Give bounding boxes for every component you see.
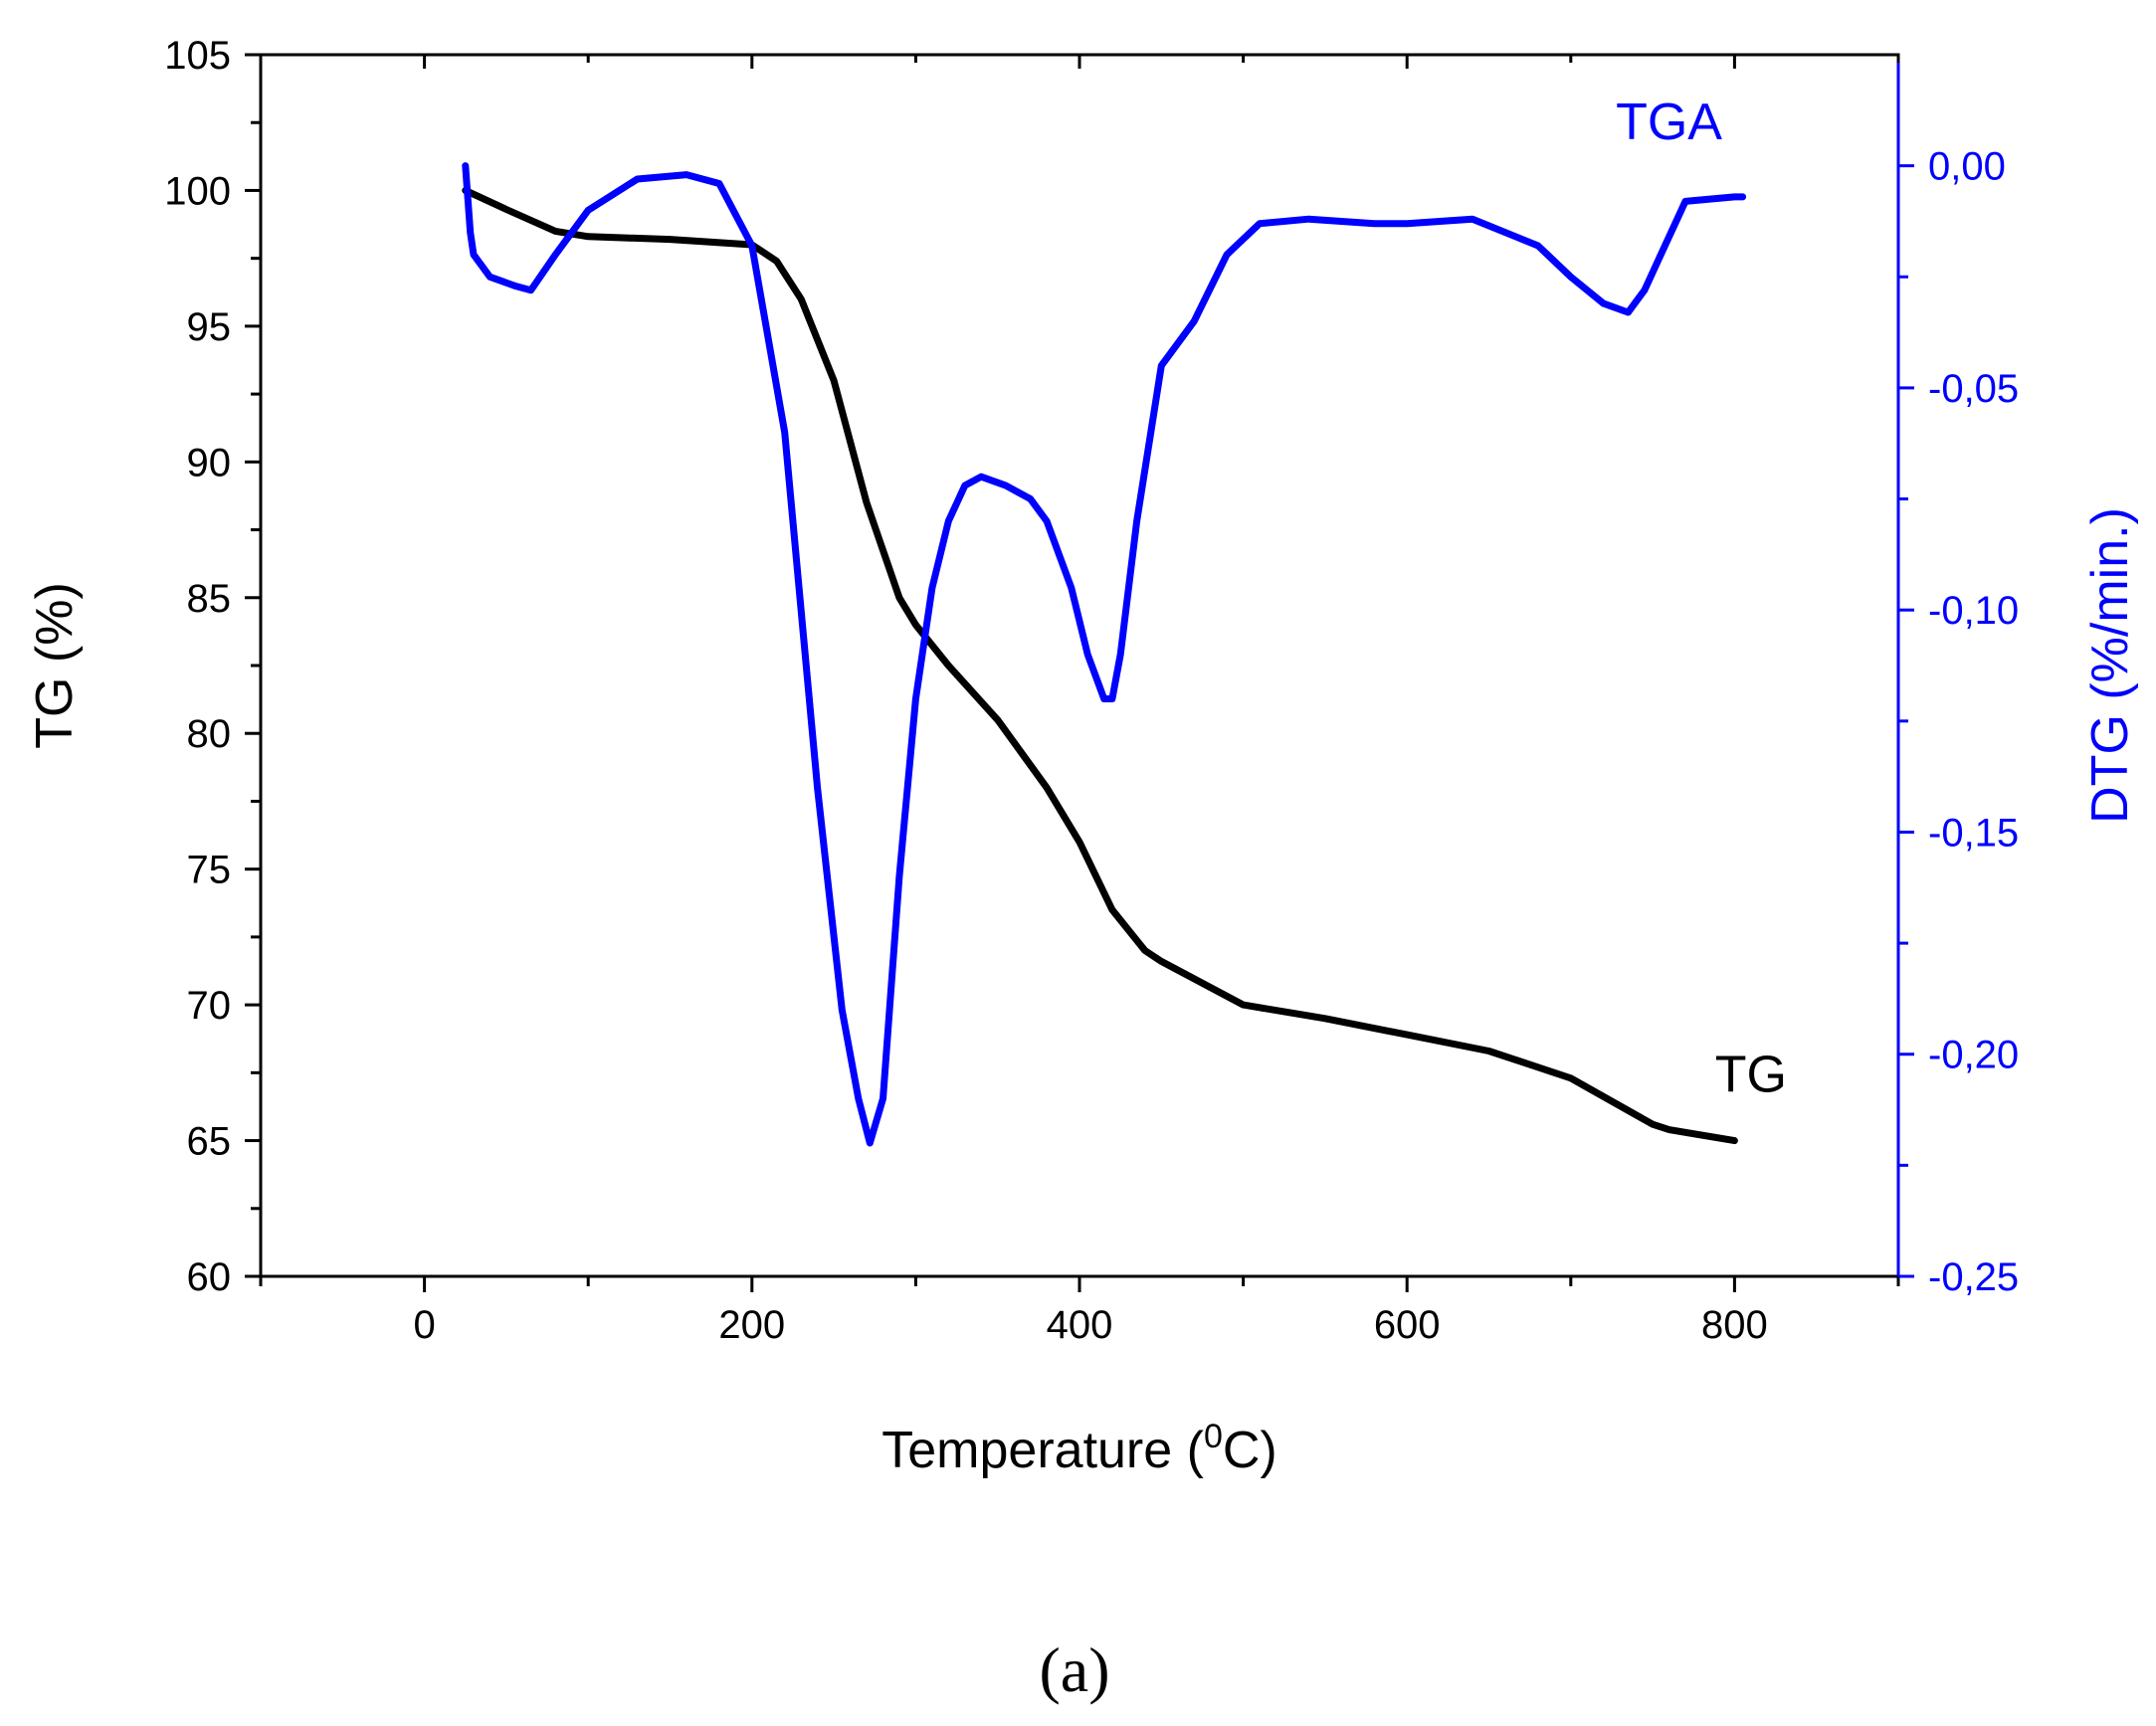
y-right-tick-label: -0,25 — [1928, 1255, 2019, 1299]
y-left-tick-label: 65 — [187, 1120, 232, 1164]
y-right-tick-label: 0,00 — [1928, 145, 2006, 189]
annotation-tga: TGA — [1616, 94, 1722, 151]
y-right-axis-title: DTG (%/min.) — [2081, 507, 2139, 824]
series-line-tg — [462, 186, 1738, 1145]
y-right-tick-label: -0,05 — [1928, 367, 2019, 411]
y-left-tick-label: 60 — [187, 1255, 232, 1299]
y-left-tick-label: 80 — [187, 712, 232, 756]
panel-label: (a) — [1039, 1634, 1109, 1705]
series-layer — [462, 162, 1747, 1147]
x-tick-label: 600 — [1374, 1303, 1441, 1347]
tick-layer: 0 200 400 600 800 60 65 70 75 80 85 90 95 100 105 -0,25… — [164, 34, 2019, 1347]
y-left-tick-label: 90 — [187, 441, 232, 484]
y-left-tick-label: 105 — [164, 34, 231, 78]
y-right-tick-label: -0,20 — [1928, 1034, 2019, 1077]
y-left-axis-title: TG (%) — [26, 582, 84, 749]
y-right-tick-label: -0,15 — [1928, 811, 2019, 855]
y-right-tick-label: -0,10 — [1928, 589, 2019, 633]
x-tick-label: 800 — [1701, 1303, 1768, 1347]
y-left-tick-label: 95 — [187, 305, 232, 349]
plot-area — [259, 53, 1900, 1278]
annotation-tg: TG — [1715, 1046, 1787, 1103]
plot-frame — [259, 53, 1900, 1278]
x-axis-title: Temperature (0C) — [882, 1418, 1276, 1479]
y-left-tick-label: 75 — [187, 849, 232, 892]
y-left-tick-label: 85 — [187, 577, 232, 621]
y-left-tick-label: 70 — [187, 984, 232, 1028]
x-tick-label: 400 — [1047, 1303, 1113, 1347]
label-layer: Temperature (0C) TG (%) DTG (%/min.) (a)… — [26, 94, 2139, 1705]
y-left-tick-label: 100 — [164, 169, 231, 213]
x-tick-label: 0 — [413, 1303, 435, 1347]
series-line-tga — [462, 162, 1747, 1147]
x-tick-label: 200 — [718, 1303, 785, 1347]
